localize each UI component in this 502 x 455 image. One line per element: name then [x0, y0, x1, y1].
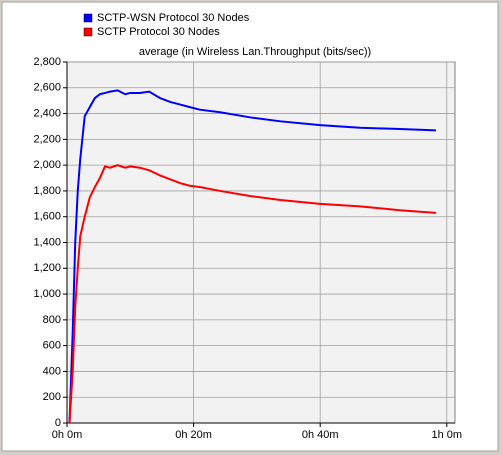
- y-tick-label: 2,600: [33, 82, 61, 94]
- y-tick-label: 200: [43, 391, 61, 403]
- y-tick-label: 1,800: [33, 185, 61, 197]
- y-tick-label: 400: [43, 365, 61, 377]
- legend-label: SCTP-WSN Protocol 30 Nodes: [97, 12, 250, 24]
- legend-label: SCTP Protocol 30 Nodes: [97, 26, 220, 38]
- y-tick-label: 2,400: [33, 107, 61, 119]
- x-tick-label: 1h 0m: [431, 429, 462, 441]
- series-line: [68, 89, 437, 424]
- y-tick-label: 1,600: [33, 211, 61, 223]
- y-tick-label: 2,200: [33, 133, 61, 145]
- series-line: [68, 164, 437, 424]
- y-tick-label: 2,000: [33, 159, 61, 171]
- y-tick-label: 1,000: [33, 288, 61, 300]
- y-tick-label: 2,800: [33, 56, 61, 68]
- y-tick-label: 800: [43, 314, 61, 326]
- x-tick-label: 0h 40m: [302, 429, 339, 441]
- y-tick-label: 1,200: [33, 262, 61, 274]
- x-tick-label: 0h 0m: [52, 429, 83, 441]
- chart-title: average (in Wireless Lan.Throughput (bit…: [139, 46, 371, 58]
- legend-swatch: [83, 13, 93, 23]
- y-tick-label: 0: [55, 417, 61, 429]
- legend-swatch: [83, 27, 93, 37]
- y-tick-label: 600: [43, 340, 61, 352]
- y-tick-label: 1,400: [33, 236, 61, 248]
- x-tick-label: 0h 20m: [175, 429, 212, 441]
